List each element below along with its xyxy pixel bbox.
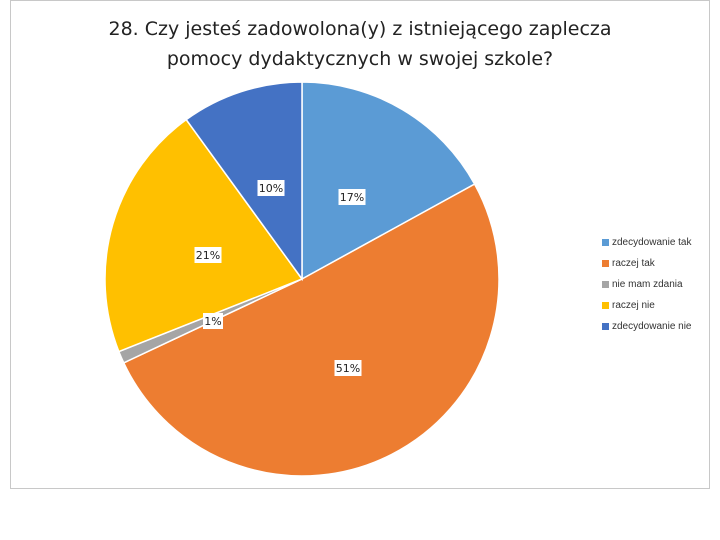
data-label-bg bbox=[334, 360, 362, 376]
chart-title: 28. Czy jesteś zadowolona(y) z istniejąc… bbox=[10, 14, 710, 74]
data-label-zdecydowanie-tak: 17% bbox=[340, 191, 364, 204]
legend-swatch bbox=[602, 323, 609, 330]
legend-swatch bbox=[602, 281, 609, 288]
legend-swatch bbox=[602, 302, 609, 309]
chart-title-line-2: pomocy dydaktycznych w swojej szkole? bbox=[166, 48, 554, 70]
pie-slice-raczej-nie bbox=[104, 118, 304, 353]
data-label-bg bbox=[338, 189, 366, 205]
data-label-bg bbox=[194, 247, 222, 263]
legend-item: nie mam zdania bbox=[602, 274, 692, 295]
legend-swatch bbox=[602, 260, 609, 267]
chart-title-line-1: 28. Czy jesteś zadowolona(y) z istniejąc… bbox=[108, 18, 612, 40]
legend-item: raczej tak bbox=[602, 253, 692, 274]
legend-label: zdecydowanie nie bbox=[612, 321, 692, 332]
pie-slice-zdecydowanie-nie bbox=[185, 81, 303, 282]
chart-legend: zdecydowanie tak raczej tak nie mam zdania… bbox=[602, 232, 692, 337]
pie-slice-zdecydowanie-tak bbox=[301, 81, 476, 281]
pie-slice-raczej-tak bbox=[122, 183, 500, 477]
data-label-nie-mam-zdania: 1% bbox=[204, 315, 221, 328]
data-label-raczej-tak: 51% bbox=[336, 362, 360, 375]
data-label-zdecydowanie-nie: 10% bbox=[259, 182, 283, 195]
legend-label: zdecydowanie tak bbox=[612, 237, 692, 248]
data-label-raczej-nie: 21% bbox=[196, 249, 220, 262]
legend-label: raczej nie bbox=[612, 300, 655, 311]
legend-label: raczej tak bbox=[612, 258, 655, 269]
legend-label: nie mam zdania bbox=[612, 279, 683, 290]
data-label-bg bbox=[257, 180, 285, 196]
legend-item: zdecydowanie nie bbox=[602, 316, 692, 337]
data-label-bg bbox=[203, 313, 223, 329]
legend-item: raczej nie bbox=[602, 295, 692, 316]
legend-item: zdecydowanie tak bbox=[602, 232, 692, 253]
legend-swatch bbox=[602, 239, 609, 246]
